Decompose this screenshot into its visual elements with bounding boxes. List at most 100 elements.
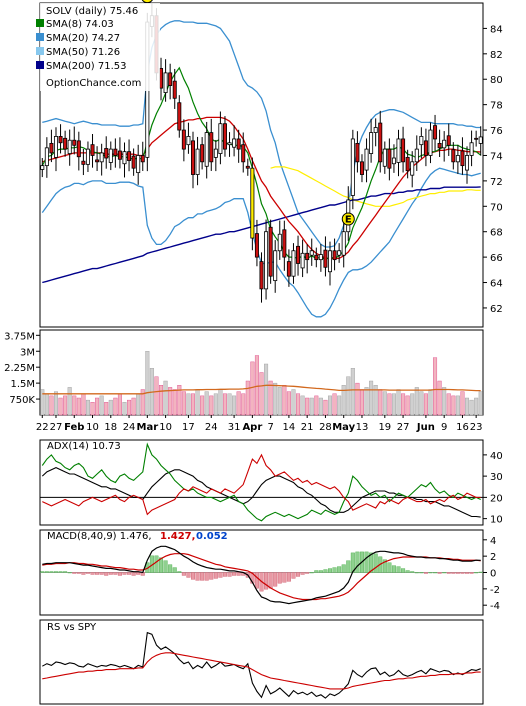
price-tick-label: 64 [490, 279, 503, 290]
candle-body [428, 129, 433, 156]
volume-bar [305, 397, 310, 416]
macd-histogram-bar [58, 571, 63, 573]
adx-tick-label: 20 [490, 493, 503, 504]
volume-bar [474, 397, 479, 416]
volume-bar [245, 380, 250, 416]
macd-tick-label: 0 [490, 569, 496, 580]
candle-body [40, 165, 45, 170]
rs-frame [39, 619, 484, 705]
macd-histogram-bar [40, 571, 45, 573]
x-tick-label: 16 [456, 422, 469, 433]
macd-histogram-bar [195, 572, 200, 581]
macd-signal-value: 1.427, [160, 531, 195, 542]
volume-bar [428, 389, 433, 416]
candle-body [455, 155, 460, 163]
candle-body [300, 252, 305, 269]
candle-body [90, 144, 95, 156]
macd-histogram-bar [181, 572, 186, 576]
candle-body [136, 155, 141, 174]
macd-signal-line [42, 553, 481, 601]
volume-bar [117, 393, 122, 416]
volume-bar [460, 391, 465, 416]
macd-histogram-bar [63, 571, 68, 573]
volume-bar [44, 393, 49, 416]
macd-tick-label: -2 [490, 585, 500, 596]
candle-body [58, 136, 63, 144]
volume-bar [268, 380, 273, 416]
volume-bar [478, 391, 483, 416]
macd-tick-label: -4 [490, 601, 500, 612]
volume-bar [378, 389, 383, 416]
candle-body [245, 165, 250, 169]
macd-histogram-bar [85, 572, 90, 574]
volume-tick-label: 2.25M [4, 363, 35, 374]
macd-histogram-bar [460, 572, 465, 574]
volume-bar [72, 395, 77, 416]
candle-body [53, 136, 58, 158]
macd-histogram-bar [264, 572, 269, 590]
x-tick-label: 9 [441, 422, 447, 433]
volume-bar [168, 387, 173, 416]
candle-body [414, 148, 419, 163]
volume-bar [104, 402, 109, 416]
candle-body [474, 137, 479, 140]
macd-histogram-bar [117, 572, 122, 576]
price-tick-label: 70 [490, 202, 503, 213]
legend-swatch-sma20 [36, 33, 44, 41]
price-tick-label: 78 [490, 101, 503, 112]
volume-bar [277, 387, 282, 416]
macd-tick-label: 2 [490, 552, 496, 563]
volume-bar [113, 397, 118, 416]
volume-bar [273, 382, 278, 416]
volume-bar [190, 393, 195, 416]
macd-histogram-bar [218, 572, 223, 578]
volume-bar [387, 393, 392, 416]
macd-histogram-bar [428, 572, 433, 574]
volume-bar [177, 385, 182, 416]
volume-bar [309, 397, 314, 416]
candle-body [259, 261, 264, 290]
candle-body [81, 160, 86, 165]
x-tick-label: 24 [123, 422, 136, 433]
macd-histogram-bar [437, 572, 442, 574]
legend-sma8: SMA(8) 74.03 [46, 19, 114, 30]
macd-histogram-bar [305, 572, 310, 574]
macd-histogram-bar [168, 564, 173, 573]
candle-body [268, 226, 273, 277]
volume-bar [291, 389, 296, 416]
macd-histogram-bar [104, 572, 109, 576]
volume-bar [204, 391, 209, 416]
macd-histogram-bar [222, 572, 227, 577]
candle-body [401, 138, 406, 163]
candle-body [200, 144, 205, 163]
price-tick-label: 80 [490, 75, 503, 86]
candle-body [446, 135, 451, 146]
volume-bar [369, 380, 374, 416]
volume-bar [465, 397, 470, 416]
legend-sma20: SMA(20) 74.27 [46, 33, 120, 44]
macd-histogram-bar [76, 572, 81, 574]
candle-body [341, 231, 346, 256]
volume-bar [405, 395, 410, 416]
macd-histogram-bar [419, 572, 424, 574]
macd-histogram-bar [364, 551, 369, 573]
volume-tick-label: 3M [20, 347, 35, 358]
volume-bar [90, 402, 95, 416]
price-tick-label: 82 [490, 50, 503, 61]
volume-bar [401, 393, 406, 416]
candle-body [478, 136, 483, 144]
candle-body [282, 229, 287, 258]
x-tick-label: 28 [319, 422, 332, 433]
volume-bar [373, 385, 378, 416]
candle-body [213, 148, 218, 158]
watermark: OptionChance.com [46, 78, 141, 89]
x-tick-label: 23 [470, 422, 483, 433]
earnings-marker-label: E [345, 215, 352, 226]
candle-body [465, 155, 470, 171]
candle-body [460, 150, 465, 167]
bollinger-upper [42, 20, 481, 248]
candle-body [222, 123, 227, 150]
candle-body [122, 151, 127, 165]
macd-histogram-bar [44, 571, 49, 573]
volume-bar [414, 387, 419, 416]
